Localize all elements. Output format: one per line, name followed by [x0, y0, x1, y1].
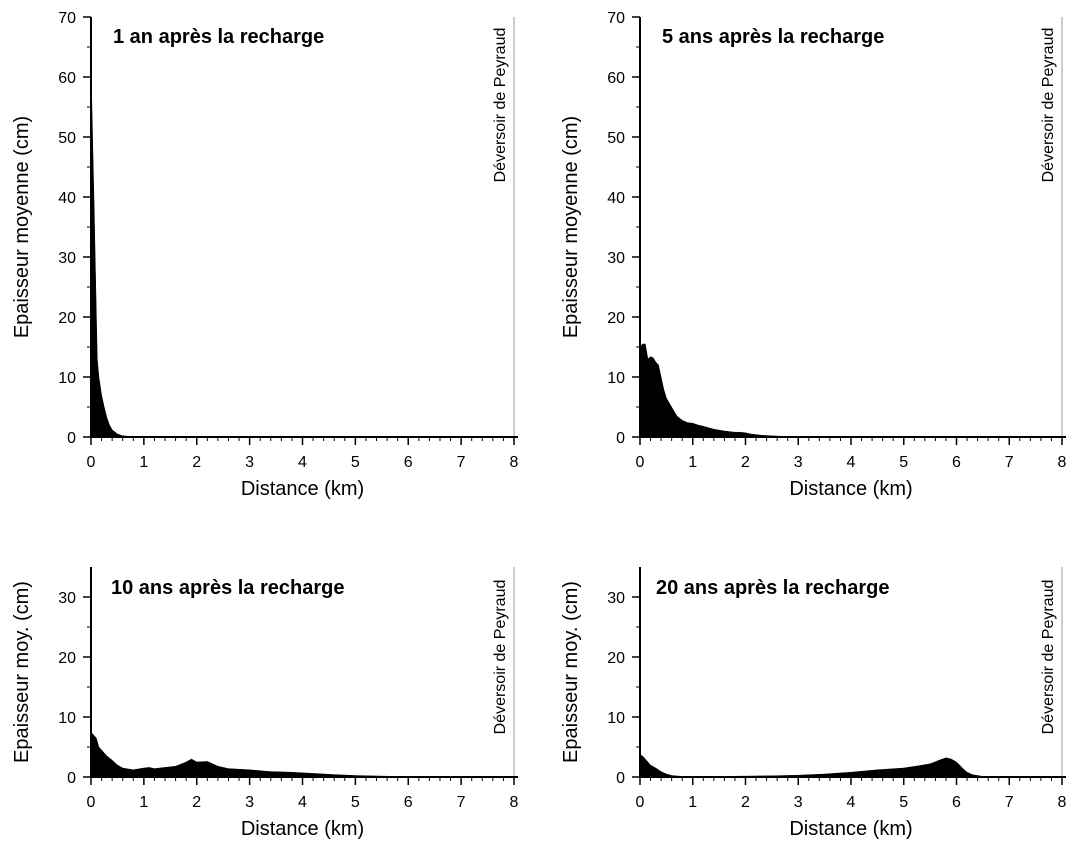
x-tick-label: 2: [192, 794, 201, 811]
x-tick-label: 1: [688, 794, 697, 811]
x-tick-label: 8: [1058, 794, 1067, 811]
y-tick-label: 10: [607, 370, 625, 387]
y-tick-label: 0: [616, 430, 625, 447]
x-tick-label: 3: [245, 794, 254, 811]
x-axis-label: Distance (km): [241, 818, 364, 840]
panel-title: 10 ans après la recharge: [111, 577, 344, 599]
panel-title: 5 ans après la recharge: [662, 26, 884, 48]
x-tick-label: 8: [510, 794, 519, 811]
x-tick-label: 2: [741, 454, 750, 471]
panel-title: 20 ans après la recharge: [656, 577, 889, 599]
chart-panel-4: 0 10 20 30 0 1 2 3 4 5 6 7 8 Distance (km) Epaisseur m…: [560, 567, 1067, 840]
x-tick-label: 2: [192, 454, 201, 471]
y-tick-label: 70: [58, 10, 76, 27]
x-axis-label: Distance (km): [789, 818, 912, 840]
x-tick-label: 0: [636, 454, 645, 471]
y-axis-label: Epaisseur moy. (cm): [560, 581, 582, 763]
y-tick-label: 50: [58, 130, 76, 147]
y-tick-label: 30: [58, 250, 76, 267]
x-tick-label: 4: [298, 794, 307, 811]
x-tick-label: 0: [636, 794, 645, 811]
x-tick-label: 7: [457, 794, 466, 811]
y-tick-label: 70: [607, 10, 625, 27]
y-tick-label: 50: [607, 130, 625, 147]
y-tick-label: 20: [58, 650, 76, 667]
x-tick-label: 0: [87, 794, 96, 811]
y-tick-label: 60: [607, 70, 625, 87]
x-tick-label: 5: [351, 454, 360, 471]
x-tick-label: 1: [139, 454, 148, 471]
x-tick-label: 6: [952, 794, 961, 811]
x-tick-label: 8: [510, 454, 519, 471]
y-tick-label: 10: [607, 710, 625, 727]
x-tick-label: 8: [1058, 454, 1067, 471]
thickness-area: [90, 731, 515, 778]
y-tick-label: 30: [607, 250, 625, 267]
x-tick-label: 5: [899, 794, 908, 811]
x-tick-label: 3: [245, 454, 254, 471]
x-tick-label: 4: [847, 454, 856, 471]
x-tick-label: 6: [404, 794, 413, 811]
y-tick-label: 40: [58, 190, 76, 207]
x-tick-label: 7: [1005, 794, 1014, 811]
y-tick-label: 20: [607, 650, 625, 667]
y-tick-label: 0: [67, 430, 76, 447]
chart-panel-2: 0 10 20 30 40 50 60 70 0 1 2 3 4 5 6 7 8 Distance (km) Epa…: [560, 10, 1067, 500]
panel-title: 1 an après la recharge: [113, 26, 324, 48]
y-tick-label: 30: [607, 590, 625, 607]
y-tick-label: 40: [607, 190, 625, 207]
thickness-area: [90, 64, 514, 438]
weir-marker-label: Déversoir de Peyraud: [492, 28, 509, 183]
y-tick-label: 30: [58, 590, 76, 607]
y-axis-label: Epaisseur moyenne (cm): [560, 116, 582, 338]
y-tick-label: 60: [58, 70, 76, 87]
x-tick-label: 0: [87, 454, 96, 471]
x-tick-label: 3: [794, 794, 803, 811]
y-tick-label: 20: [58, 310, 76, 327]
weir-marker-label: Déversoir de Peyraud: [1040, 580, 1057, 735]
thickness-area: [639, 343, 1062, 438]
x-tick-label: 3: [794, 454, 803, 471]
chart-panel-3: 0 10 20 30 0 1 2 3 4 5 6 7 8 Distance (km) Epaisseur m…: [11, 567, 519, 840]
y-axis-label: Epaisseur moyenne (cm): [11, 116, 33, 338]
x-tick-label: 4: [847, 794, 856, 811]
x-tick-label: 1: [139, 794, 148, 811]
x-axis-label: Distance (km): [241, 478, 364, 500]
x-tick-label: 7: [1005, 454, 1014, 471]
x-tick-label: 7: [457, 454, 466, 471]
y-tick-label: 20: [607, 310, 625, 327]
y-axis-label: Epaisseur moy. (cm): [11, 581, 33, 763]
x-tick-label: 4: [298, 454, 307, 471]
weir-marker-label: Déversoir de Peyraud: [1040, 28, 1057, 183]
y-tick-label: 10: [58, 370, 76, 387]
y-tick-label: 0: [616, 770, 625, 787]
x-tick-label: 1: [688, 454, 697, 471]
x-tick-label: 6: [952, 454, 961, 471]
y-tick-label: 0: [67, 770, 76, 787]
x-tick-label: 5: [351, 794, 360, 811]
y-tick-label: 10: [58, 710, 76, 727]
x-tick-label: 6: [404, 454, 413, 471]
x-tick-label: 5: [899, 454, 908, 471]
x-tick-label: 2: [741, 794, 750, 811]
thickness-area: [639, 754, 1063, 778]
x-axis-label: Distance (km): [789, 478, 912, 500]
chart-panel-1: 0 10 20 30 40 50 60 70 0 1 2 3 4 5 6 7 8 Distance (km) Epa…: [11, 10, 519, 500]
weir-marker-label: Déversoir de Peyraud: [492, 580, 509, 735]
